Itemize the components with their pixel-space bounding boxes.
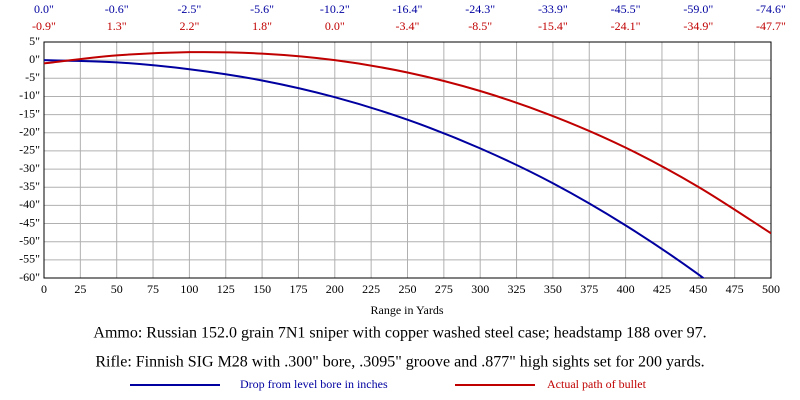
- x-tick-label: 275: [435, 282, 453, 296]
- x-tick-label: 450: [689, 282, 707, 296]
- y-tick-label: -55": [19, 252, 40, 266]
- legend-label: Drop from level bore in inches: [240, 377, 388, 391]
- x-tick-label: 500: [762, 282, 780, 296]
- legend-label: Actual path of bullet: [547, 377, 647, 391]
- value-label: -74.6": [756, 2, 786, 16]
- x-tick-label: 75: [147, 282, 159, 296]
- series-line: [44, 59, 705, 278]
- value-label: -0.6": [105, 2, 129, 16]
- value-label: -47.7": [756, 19, 786, 33]
- x-tick-label: 50: [111, 282, 123, 296]
- value-label: -16.4": [393, 2, 423, 16]
- value-label: 1.8": [252, 19, 272, 33]
- x-tick-label: 425: [653, 282, 671, 296]
- x-tick-label: 200: [326, 282, 344, 296]
- value-label: -15.4": [538, 19, 568, 33]
- x-tick-label: 225: [362, 282, 380, 296]
- value-label: -10.2": [320, 2, 350, 16]
- y-tick-label: -10": [19, 88, 40, 102]
- value-label: -8.5": [468, 19, 492, 33]
- x-tick-label: 175: [289, 282, 307, 296]
- y-tick-label: -50": [19, 233, 40, 247]
- x-tick-label: 300: [471, 282, 489, 296]
- y-tick-label: -35": [19, 179, 40, 193]
- series-line: [44, 51, 771, 235]
- y-tick-label: -5": [25, 70, 40, 84]
- value-label: -2.5": [177, 2, 201, 16]
- y-tick-label: -15": [19, 106, 40, 120]
- value-label: -45.5": [611, 2, 641, 16]
- value-label: -0.9": [32, 19, 56, 33]
- value-label: 0.0": [325, 19, 345, 33]
- x-tick-label: 350: [544, 282, 562, 296]
- x-tick-label: 25: [74, 282, 86, 296]
- plot-area: [44, 51, 771, 278]
- x-tick-label: 125: [217, 282, 235, 296]
- x-tick-label: 400: [617, 282, 635, 296]
- value-label: -24.3": [465, 2, 495, 16]
- value-label: 0.0": [34, 2, 54, 16]
- value-label: -5.6": [250, 2, 274, 16]
- y-tick-label: -40": [19, 197, 40, 211]
- x-axis-label: Range in Yards: [370, 303, 443, 317]
- y-tick-label: 0": [29, 52, 40, 66]
- x-tick-label: 475: [726, 282, 744, 296]
- y-tick-label: -20": [19, 125, 40, 139]
- x-tick-label: 375: [580, 282, 598, 296]
- value-label: 1.3": [107, 19, 127, 33]
- value-label: -59.0": [683, 2, 713, 16]
- value-label: 2.2": [179, 19, 199, 33]
- value-label: -34.9": [683, 19, 713, 33]
- y-tick-label: -60": [19, 270, 40, 284]
- value-label: -3.4": [396, 19, 420, 33]
- caption: Ammo: Russian 152.0 grain 7N1 sniper wit…: [93, 325, 706, 342]
- value-label: -33.9": [538, 2, 568, 16]
- caption: Rifle: Finnish SIG M28 with .300" bore, …: [95, 354, 704, 371]
- plot-frame: [43, 41, 772, 279]
- y-tick-label: -45": [19, 215, 40, 229]
- x-tick-label: 325: [508, 282, 526, 296]
- x-tick-label: 250: [399, 282, 417, 296]
- y-tick-label: -30": [19, 161, 40, 175]
- value-label: -24.1": [611, 19, 641, 33]
- x-tick-label: 100: [180, 282, 198, 296]
- x-tick-label: 150: [253, 282, 271, 296]
- x-tick-label: 0: [41, 282, 47, 296]
- y-tick-label: 5": [29, 34, 40, 48]
- y-tick-label: -25": [19, 143, 40, 157]
